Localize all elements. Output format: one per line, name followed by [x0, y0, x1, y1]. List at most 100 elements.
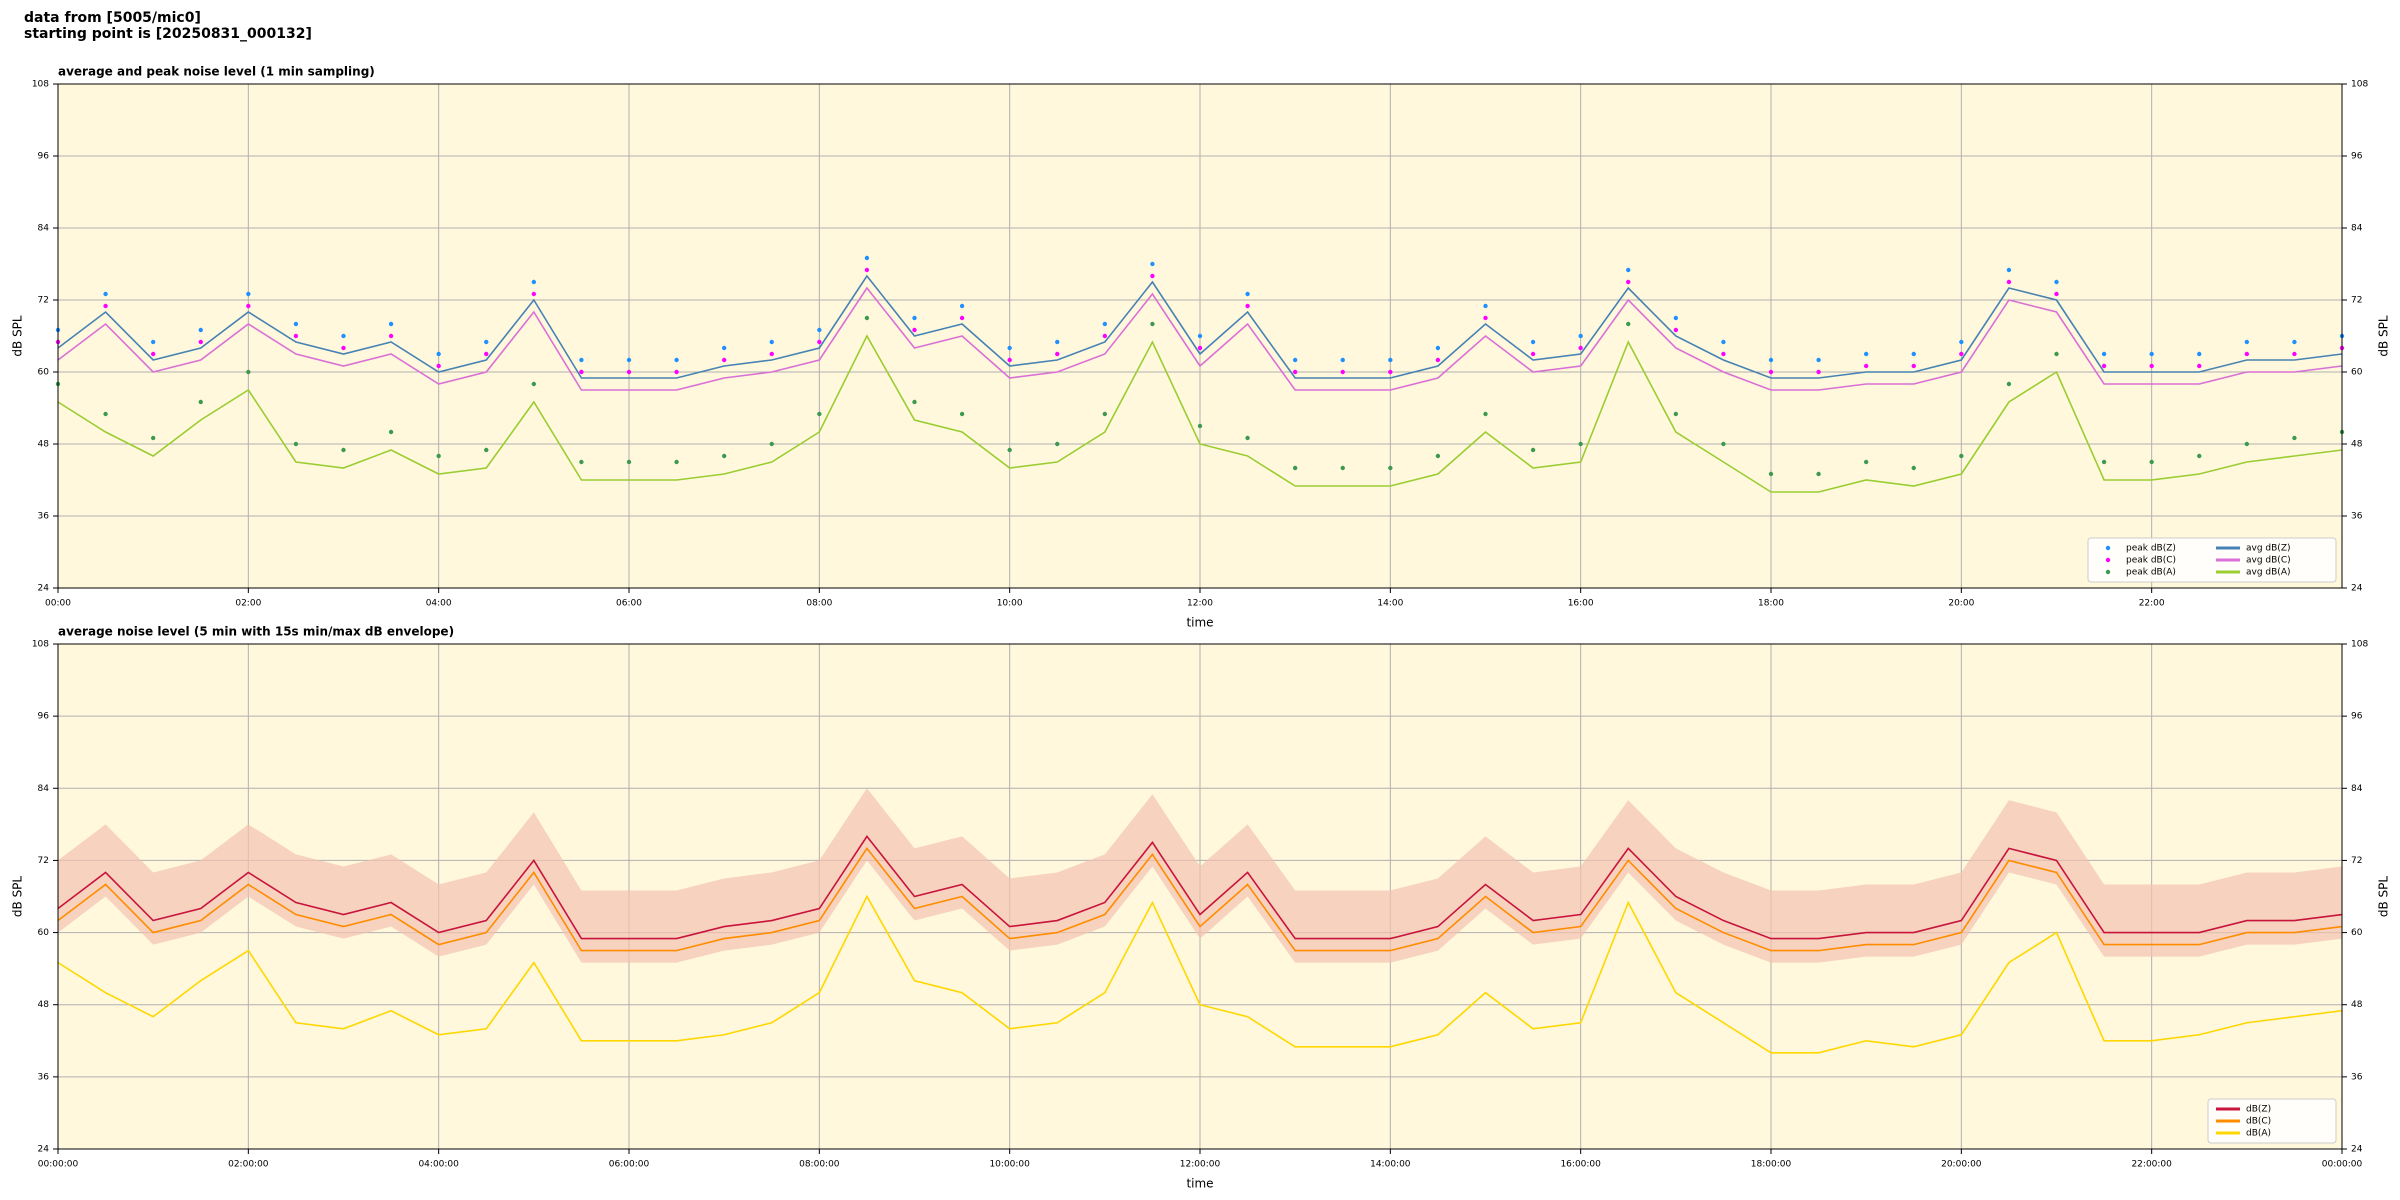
peak-dot	[864, 315, 870, 321]
peak-dot	[341, 447, 346, 453]
y2-tick-label: 96	[2351, 152, 2363, 162]
peak-dot	[1340, 465, 1345, 471]
peak-dot	[293, 441, 299, 447]
peak-dot	[150, 351, 156, 357]
y2-tick-label: 108	[2351, 640, 2368, 650]
peak-dot	[674, 459, 679, 465]
y-tick-label: 24	[38, 1145, 50, 1155]
chart-title: average and peak noise level (1 min samp…	[58, 65, 375, 79]
peak-dot	[1245, 435, 1250, 441]
peak-dot	[2101, 459, 2107, 465]
peak-dot	[150, 339, 156, 345]
peak-dot	[1483, 303, 1488, 309]
x-tick-label: 18:00:00	[1751, 1160, 1792, 1170]
legend-label: avg dB(C)	[2246, 556, 2291, 566]
legend-label: avg dB(A)	[2246, 568, 2290, 578]
x-tick-label: 04:00:00	[418, 1160, 459, 1170]
peak-dot	[1483, 411, 1488, 417]
legend-label: avg dB(Z)	[2246, 544, 2291, 554]
y2-tick-label: 36	[2351, 1072, 2363, 1082]
page-title-line: data from [5005/mic0]	[24, 10, 201, 26]
peak-dot	[1578, 441, 1583, 447]
peak-dot	[769, 351, 774, 357]
y2-axis-label: dB SPL	[2377, 315, 2391, 357]
y-tick-label: 24	[38, 584, 50, 594]
peak-dot	[864, 255, 870, 261]
peak-dot	[1102, 321, 1108, 327]
series-line	[57, 894, 2343, 1054]
y2-axis-label: dB SPL	[2377, 876, 2391, 918]
y-axis-label: dB SPL	[11, 315, 25, 357]
peak-dot	[1197, 333, 1203, 339]
y2-tick-label: 72	[2351, 856, 2362, 866]
peak-dot	[579, 459, 584, 465]
peak-dot	[1673, 315, 1679, 321]
peak-dot	[198, 339, 203, 345]
y2-tick-label: 72	[2351, 296, 2362, 306]
peak-dot	[817, 339, 822, 345]
y-tick-label: 84	[38, 784, 50, 794]
peak-dot	[817, 411, 822, 417]
peak-dot	[1435, 453, 1441, 459]
legend-box	[2087, 537, 2337, 583]
peak-dot	[959, 411, 965, 417]
peak-dot	[1578, 345, 1583, 351]
peak-dot	[1150, 321, 1155, 327]
peak-dot	[2006, 267, 2012, 273]
peak-dot	[2149, 363, 2154, 369]
y-tick-label: 72	[38, 856, 49, 866]
y-tick-label: 96	[38, 152, 50, 162]
peak-dot	[1911, 363, 1916, 369]
peak-dot	[721, 453, 727, 459]
peak-dot	[1055, 351, 1060, 357]
peak-dot	[1150, 261, 1155, 267]
peak-dot	[436, 453, 441, 459]
peak-dot	[1292, 369, 1298, 375]
y2-tick-label: 60	[2351, 368, 2363, 378]
peak-dot	[103, 291, 108, 297]
peak-dot	[1530, 447, 1536, 453]
legend-label: dB(C)	[2246, 1117, 2271, 1127]
y2-tick-label: 24	[2351, 584, 2363, 594]
peak-dot	[1863, 351, 1869, 357]
legend-label: peak dB(C)	[2126, 556, 2176, 566]
peak-dot	[246, 369, 251, 375]
x-tick-label: 18:00	[1758, 599, 1784, 609]
x-axis-label: time	[1186, 616, 1213, 630]
y-tick-label: 48	[38, 440, 50, 450]
peak-dot	[293, 333, 299, 339]
peak-dot	[1816, 357, 1821, 363]
peak-dot	[1388, 369, 1393, 375]
x-tick-label: 00:00:00	[38, 1160, 79, 1170]
peak-dot	[436, 351, 441, 357]
peak-dot	[1673, 411, 1679, 417]
y2-tick-label: 36	[2351, 512, 2363, 522]
peak-dot	[1721, 339, 1726, 345]
peak-dot	[674, 369, 679, 375]
y-tick-label: 108	[32, 80, 49, 90]
peak-dot	[864, 267, 870, 273]
x-tick-label: 14:00:00	[1370, 1160, 1411, 1170]
legend-marker	[2105, 545, 2111, 551]
peak-dot	[484, 339, 489, 345]
x-tick-label: 20:00:00	[1941, 1160, 1982, 1170]
peak-dot	[2006, 381, 2012, 387]
peak-dot	[2244, 339, 2250, 345]
peak-dot	[2197, 351, 2202, 357]
peak-dot	[1245, 291, 1250, 297]
peak-dot	[1007, 447, 1012, 453]
x-tick-label: 14:00	[1377, 599, 1403, 609]
peak-dot	[1911, 465, 1916, 471]
peak-dot	[198, 327, 203, 333]
peak-dot	[1721, 351, 1726, 357]
x-tick-label: 12:00	[1187, 599, 1213, 609]
peak-dot	[674, 357, 679, 363]
peak-dot	[1435, 345, 1441, 351]
peak-dot	[246, 291, 251, 297]
peak-dot	[769, 441, 774, 447]
peak-dot	[1816, 471, 1821, 477]
legend-marker	[2105, 557, 2111, 563]
peak-dot	[436, 363, 441, 369]
